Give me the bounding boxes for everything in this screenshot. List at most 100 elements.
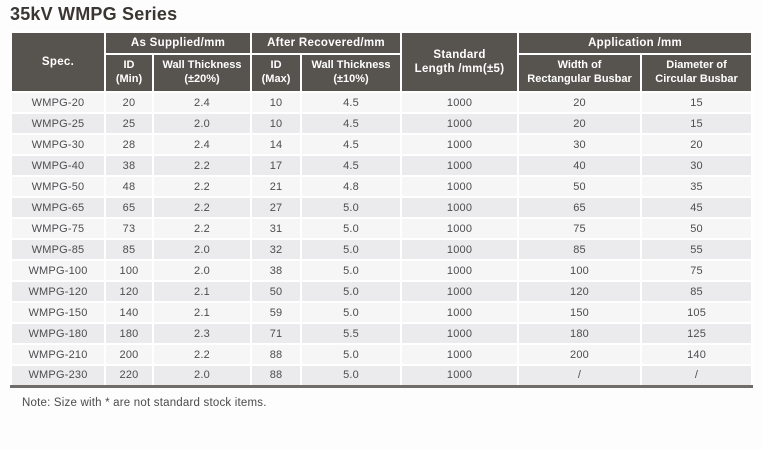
wall-thickness-recovered-cell: 5.0 bbox=[300, 259, 403, 282]
table-row: WMPG-85 85 2.0 32 5.0 1000 85 55 bbox=[10, 238, 754, 261]
standard-length-cell: 1000 bbox=[400, 133, 520, 156]
wall-thickness-supplied-cell: 2.2 bbox=[151, 175, 253, 198]
standard-length-cell: 1000 bbox=[400, 217, 520, 240]
id-max-cell: 31 bbox=[250, 217, 303, 240]
wall-thickness-20-line2: (±20%) bbox=[184, 73, 220, 85]
spec-cell: WMPG-50 bbox=[10, 175, 106, 198]
width-rect-line2: Rectangular Busbar bbox=[527, 73, 632, 85]
table-row: WMPG-30 28 2.4 14 4.5 1000 30 20 bbox=[10, 133, 754, 156]
standard-length-cell: 1000 bbox=[400, 196, 520, 219]
standard-length-cell: 1000 bbox=[400, 112, 520, 135]
table-body: WMPG-20 20 2.4 10 4.5 1000 20 15 WMPG-25 25 2.0 10 4… bbox=[10, 91, 754, 387]
footnote: Note: Size with * are not standard stock… bbox=[22, 396, 267, 409]
width-rect-line1: Width of bbox=[557, 59, 602, 72]
id-min-cell: 28 bbox=[104, 133, 154, 156]
width-rectangular-busbar-cell: 100 bbox=[517, 259, 643, 282]
wall-thickness-recovered-cell: 4.5 bbox=[300, 112, 403, 135]
table-row: WMPG-20 20 2.4 10 4.5 1000 20 15 bbox=[10, 91, 754, 114]
id-min-line1: ID bbox=[123, 59, 135, 72]
id-max-cell: 88 bbox=[250, 343, 303, 366]
diameter-circular-busbar-cell: 50 bbox=[640, 217, 754, 240]
table-row: WMPG-40 38 2.2 17 4.5 1000 40 30 bbox=[10, 154, 754, 177]
id-max-line1: ID bbox=[270, 59, 282, 72]
diameter-circular-busbar-cell: 85 bbox=[640, 280, 754, 303]
spec-cell: WMPG-65 bbox=[10, 196, 106, 219]
width-rectangular-busbar-cell: 200 bbox=[517, 343, 643, 366]
table-row: WMPG-150 140 2.1 59 5.0 1000 150 105 bbox=[10, 301, 754, 324]
width-rectangular-busbar-cell: 65 bbox=[517, 196, 643, 219]
col-header-spec: Spec. bbox=[10, 31, 106, 93]
id-max-cell: 71 bbox=[250, 322, 303, 345]
col-group-application: Application /mm bbox=[517, 31, 754, 55]
spec-cell: WMPG-150 bbox=[10, 301, 106, 324]
standard-length-cell: 1000 bbox=[400, 364, 520, 387]
wall-thickness-recovered-cell: 5.0 bbox=[300, 238, 403, 261]
diameter-circ-line1: Diameter of bbox=[666, 59, 727, 72]
table-row: WMPG-75 73 2.2 31 5.0 1000 75 50 bbox=[10, 217, 754, 240]
wall-thickness-recovered-cell: 5.0 bbox=[300, 280, 403, 303]
col-group-after-recovered: After Recovered/mm bbox=[250, 31, 403, 55]
standard-length-cell: 1000 bbox=[400, 154, 520, 177]
table-row: WMPG-210 200 2.2 88 5.0 1000 200 140 bbox=[10, 343, 754, 366]
id-min-cell: 20 bbox=[104, 91, 154, 114]
standard-length-cell: 1000 bbox=[400, 259, 520, 282]
wall-thickness-supplied-cell: 2.4 bbox=[151, 133, 253, 156]
col-header-wall-thickness-recovered: Wall Thickness (±10%) bbox=[300, 53, 403, 93]
wall-thickness-recovered-cell: 5.0 bbox=[300, 301, 403, 324]
spec-cell: WMPG-85 bbox=[10, 238, 106, 261]
standard-length-cell: 1000 bbox=[400, 238, 520, 261]
id-max-cell: 17 bbox=[250, 154, 303, 177]
wall-thickness-10-line2: (±10%) bbox=[333, 73, 369, 85]
id-max-cell: 59 bbox=[250, 301, 303, 324]
standard-length-cell: 1000 bbox=[400, 343, 520, 366]
standard-length-line1: Standard bbox=[433, 48, 486, 61]
standard-length-line2: Length /mm(±5) bbox=[414, 63, 505, 75]
table-row: WMPG-180 180 2.3 71 5.5 1000 180 125 bbox=[10, 322, 754, 345]
col-header-diameter-circular-busbar: Diameter of Circular Busbar bbox=[640, 53, 754, 93]
width-rectangular-busbar-cell: 85 bbox=[517, 238, 643, 261]
spec-cell: WMPG-210 bbox=[10, 343, 106, 366]
spec-cell: WMPG-230 bbox=[10, 364, 106, 387]
wall-thickness-recovered-cell: 5.0 bbox=[300, 364, 403, 387]
spec-cell: WMPG-40 bbox=[10, 154, 106, 177]
spec-cell: WMPG-100 bbox=[10, 259, 106, 282]
id-max-line2: (Max) bbox=[261, 73, 291, 85]
wall-thickness-supplied-cell: 2.0 bbox=[151, 238, 253, 261]
table-row: WMPG-50 48 2.2 21 4.8 1000 50 35 bbox=[10, 175, 754, 198]
diameter-circular-busbar-cell: 45 bbox=[640, 196, 754, 219]
id-min-cell: 120 bbox=[104, 280, 154, 303]
wall-thickness-supplied-cell: 2.2 bbox=[151, 196, 253, 219]
wall-thickness-recovered-cell: 4.5 bbox=[300, 154, 403, 177]
col-header-standard-length: Standard Length /mm(±5) bbox=[400, 31, 520, 93]
standard-length-cell: 1000 bbox=[400, 301, 520, 324]
id-max-cell: 27 bbox=[250, 196, 303, 219]
width-rectangular-busbar-cell: 40 bbox=[517, 154, 643, 177]
wall-thickness-recovered-cell: 4.5 bbox=[300, 133, 403, 156]
id-min-line2: (Min) bbox=[115, 73, 143, 85]
wall-thickness-10-line1: Wall Thickness bbox=[311, 59, 391, 72]
width-rectangular-busbar-cell: 50 bbox=[517, 175, 643, 198]
wall-thickness-supplied-cell: 2.2 bbox=[151, 217, 253, 240]
id-max-cell: 32 bbox=[250, 238, 303, 261]
col-header-id-min: ID (Min) bbox=[104, 53, 154, 93]
standard-length-cell: 1000 bbox=[400, 175, 520, 198]
col-group-as-supplied: As Supplied/mm bbox=[103, 31, 253, 55]
diameter-circular-busbar-cell: 35 bbox=[640, 175, 754, 198]
col-header-wall-thickness-supplied: Wall Thickness (±20%) bbox=[151, 53, 253, 93]
id-max-cell: 50 bbox=[250, 280, 303, 303]
table-row: WMPG-65 65 2.2 27 5.0 1000 65 45 bbox=[10, 196, 754, 219]
table-row: WMPG-100 100 2.0 38 5.0 1000 100 75 bbox=[10, 259, 754, 282]
diameter-circular-busbar-cell: 140 bbox=[640, 343, 754, 366]
table-row: WMPG-120 120 2.1 50 5.0 1000 120 85 bbox=[10, 280, 754, 303]
width-rectangular-busbar-cell: 30 bbox=[517, 133, 643, 156]
spec-cell: WMPG-75 bbox=[10, 217, 106, 240]
diameter-circular-busbar-cell: 105 bbox=[640, 301, 754, 324]
width-rectangular-busbar-cell: 20 bbox=[517, 91, 643, 114]
wall-thickness-recovered-cell: 5.5 bbox=[300, 322, 403, 345]
spec-cell: WMPG-20 bbox=[10, 91, 106, 114]
wall-thickness-20-line1: Wall Thickness bbox=[162, 59, 242, 72]
wall-thickness-supplied-cell: 2.0 bbox=[151, 112, 253, 135]
width-rectangular-busbar-cell: / bbox=[517, 364, 643, 387]
col-header-width-rectangular-busbar: Width of Rectangular Busbar bbox=[517, 53, 643, 93]
id-min-cell: 220 bbox=[104, 364, 154, 387]
